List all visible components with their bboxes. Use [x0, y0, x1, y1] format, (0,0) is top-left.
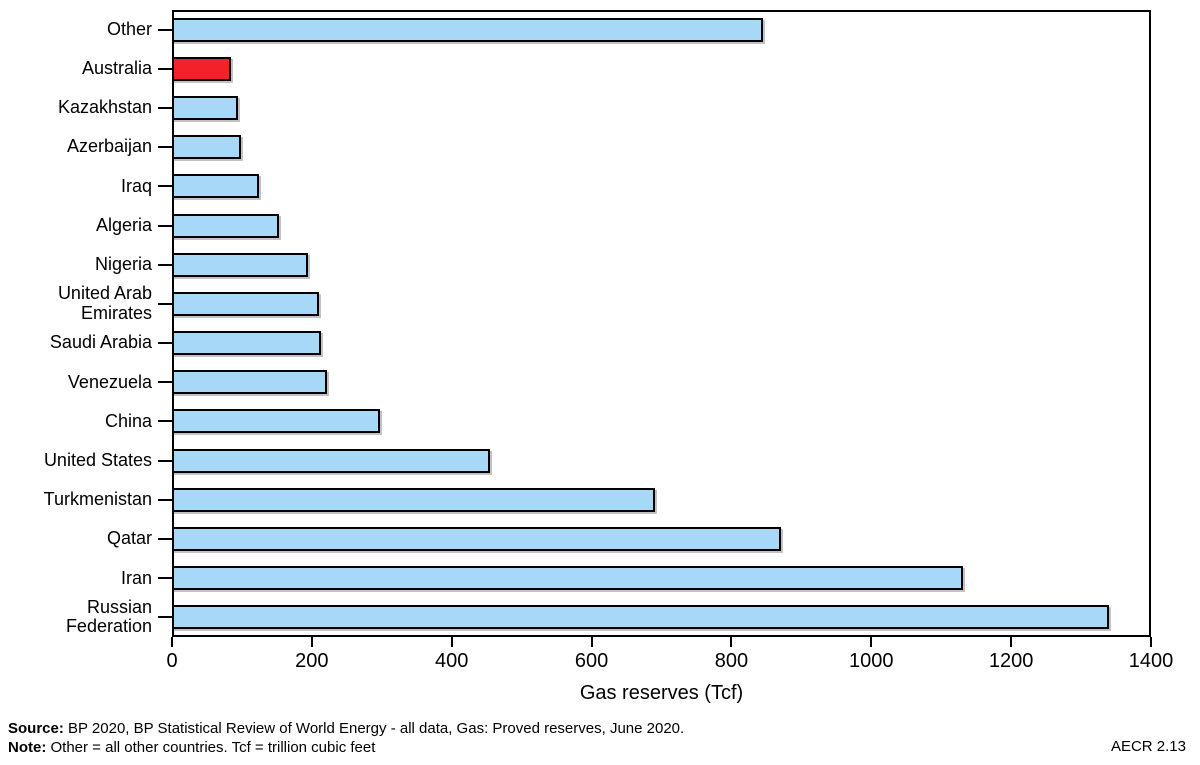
note-label: Note: — [8, 739, 47, 756]
x-axis-title: Gas reserves (Tcf) — [579, 682, 744, 704]
x-tick-1200 — [1010, 637, 1013, 647]
x-tick-200 — [310, 637, 313, 647]
bar-australia — [172, 56, 231, 81]
y-tick-qatar — [158, 538, 172, 541]
y-label-qatar: Qatar — [106, 528, 152, 549]
x-tick-label-0: 0 — [166, 650, 178, 672]
bar-turkmenistan — [172, 487, 655, 512]
bar-russian-federation — [172, 605, 1109, 630]
source-label: Source: — [8, 720, 64, 737]
y-tick-nigeria — [158, 263, 172, 266]
y-label-united-arab-emirates: United Arab Emirates — [57, 283, 152, 323]
y-label-saudi-arabia: Saudi Arabia — [49, 332, 152, 353]
y-tick-iran — [158, 577, 172, 580]
y-tick-algeria — [158, 224, 172, 227]
y-tick-russian-federation — [158, 616, 172, 619]
bar-nigeria — [172, 252, 308, 277]
bar-qatar — [172, 527, 781, 552]
y-tick-iraq — [158, 185, 172, 188]
bar-venezuela — [172, 370, 327, 395]
x-tick-600 — [590, 637, 593, 647]
y-tick-australia — [158, 67, 172, 70]
x-tick-label-400: 400 — [435, 650, 469, 672]
y-tick-azerbaijan — [158, 146, 172, 149]
x-tick-1000 — [870, 637, 873, 647]
y-tick-kazakhstan — [158, 106, 172, 109]
bar-china — [172, 409, 380, 434]
source-text: BP 2020, BP Statistical Review of World … — [63, 720, 685, 737]
y-label-russian-federation: Russian Federation — [65, 596, 152, 637]
y-label-nigeria: Nigeria — [94, 254, 152, 274]
y-tick-united-states — [158, 459, 172, 462]
y-label-turkmenistan: Turkmenistan — [43, 489, 152, 510]
y-label-azerbaijan: Azerbaijan — [66, 136, 152, 157]
y-label-kazakhstan: Kazakhstan — [57, 97, 152, 118]
y-tick-china — [158, 420, 172, 423]
y-label-united-states: United States — [43, 449, 152, 470]
x-tick-400 — [450, 637, 453, 647]
y-label-iraq: Iraq — [120, 175, 152, 196]
x-tick-label-1000: 1000 — [849, 650, 894, 672]
y-tick-other — [158, 28, 172, 31]
x-tick-1400 — [1150, 637, 1152, 647]
bar-algeria — [172, 213, 279, 238]
bar-kazakhstan — [172, 95, 238, 120]
x-tick-label-1200: 1200 — [988, 650, 1034, 672]
footnotes: Source: BP 2020, BP Statistical Review o… — [8, 719, 684, 757]
y-label-other: Other — [106, 18, 152, 39]
y-tick-turkmenistan — [158, 498, 172, 501]
note-text: Other = all other countries. Tcf = trill… — [46, 739, 376, 756]
y-tick-venezuela — [158, 381, 172, 384]
bar-iraq — [172, 174, 259, 199]
y-tick-united-arab-emirates — [158, 302, 172, 305]
y-label-venezuela: Venezuela — [67, 371, 152, 392]
y-tick-saudi-arabia — [158, 342, 172, 345]
figure-reference: AECR 2.13 — [1110, 738, 1186, 755]
bar-other — [172, 17, 763, 42]
bar-united-arab-emirates — [172, 291, 319, 316]
x-tick-0 — [171, 637, 173, 647]
source-line: Source: BP 2020, BP Statistical Review o… — [8, 719, 684, 738]
bar-united-states — [172, 448, 490, 473]
y-label-iran: Iran — [120, 567, 152, 588]
bar-saudi-arabia — [172, 331, 321, 356]
y-label-china: China — [104, 410, 152, 431]
bar-azerbaijan — [172, 135, 241, 160]
x-tick-label-1400: 1400 — [1128, 650, 1174, 672]
y-label-australia: Australia — [81, 58, 152, 79]
bar-iran — [172, 566, 963, 591]
x-tick-800 — [730, 637, 733, 647]
x-tick-label-200: 200 — [295, 650, 329, 672]
note-line: Note: Other = all other countries. Tcf =… — [8, 738, 684, 757]
y-label-algeria: Algeria — [95, 214, 152, 235]
x-tick-label-800: 800 — [714, 650, 749, 672]
x-tick-label-600: 600 — [574, 650, 609, 672]
